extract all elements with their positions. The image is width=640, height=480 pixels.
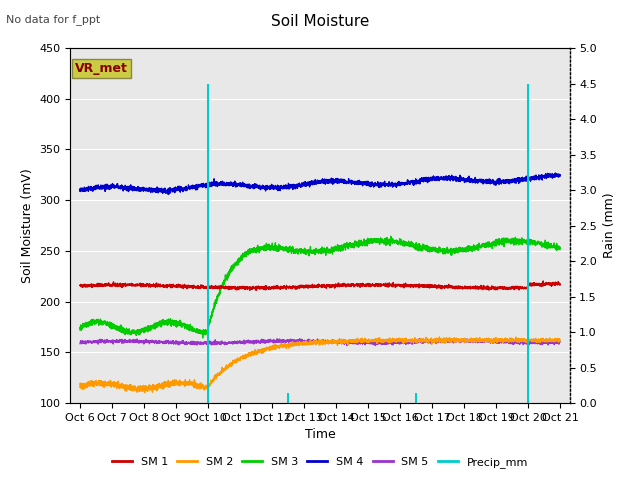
Y-axis label: Soil Moisture (mV): Soil Moisture (mV) (21, 168, 34, 283)
Bar (415, 393, 417, 403)
X-axis label: Time: Time (305, 429, 335, 442)
Bar (287, 393, 289, 403)
Legend: SM 1, SM 2, SM 3, SM 4, SM 5, Precip_mm: SM 1, SM 2, SM 3, SM 4, SM 5, Precip_mm (108, 452, 532, 472)
Bar (207, 84, 209, 403)
Y-axis label: Rain (mm): Rain (mm) (603, 193, 616, 258)
Text: VR_met: VR_met (76, 62, 128, 75)
Bar (527, 84, 529, 403)
Text: Soil Moisture: Soil Moisture (271, 14, 369, 29)
Text: No data for f_ppt: No data for f_ppt (6, 14, 100, 25)
